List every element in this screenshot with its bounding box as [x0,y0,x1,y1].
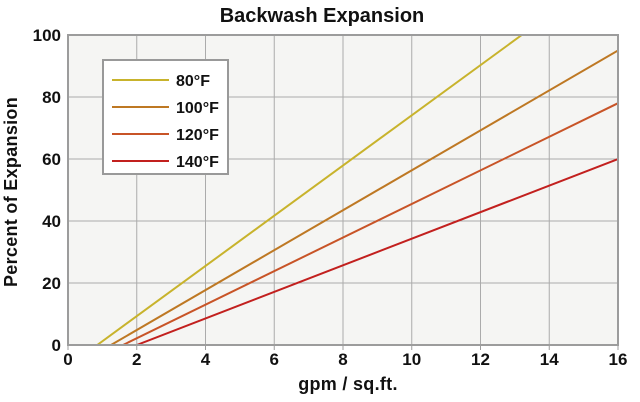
y-tick-label: 100 [33,26,61,45]
series-line-140f [136,158,618,345]
y-tick-label: 0 [52,336,61,355]
x-tick-label: 0 [63,350,72,369]
legend-label: 80°F [176,73,210,90]
series-line-80f [96,35,523,345]
legend: 80°F 100°F 120°F 140°F [102,59,229,175]
legend-label: 120°F [176,127,219,144]
y-tick-label: 20 [42,274,61,293]
x-tick-label: 12 [471,350,490,369]
plot-border [67,34,619,346]
x-tick-label: 10 [402,350,421,369]
x-tick-label: 4 [201,350,211,369]
x-tick-label: 8 [338,350,347,369]
y-axis-label: Percent of Expansion [1,97,21,287]
y-tick-label: 60 [42,150,61,169]
y-tick-label: 80 [42,88,61,107]
x-tick-label: 6 [270,350,279,369]
x-axis-label: gpm / sq.ft. [298,374,398,394]
axis-ticks: 0 2 4 6 8 10 12 14 16 0 20 40 60 80 100 [33,26,628,369]
legend-label: 140°F [176,154,219,171]
chart-title: Backwash Expansion [220,5,425,27]
series-line-120f [122,102,618,345]
y-tick-label: 40 [42,212,61,231]
legend-label: 100°F [176,100,219,117]
x-tick-label: 16 [609,350,628,369]
series-line-100f [110,49,618,345]
x-tick-label: 2 [132,350,141,369]
x-tick-label: 14 [540,350,559,369]
plot-border-rect [67,34,619,346]
series-lines [96,35,618,345]
